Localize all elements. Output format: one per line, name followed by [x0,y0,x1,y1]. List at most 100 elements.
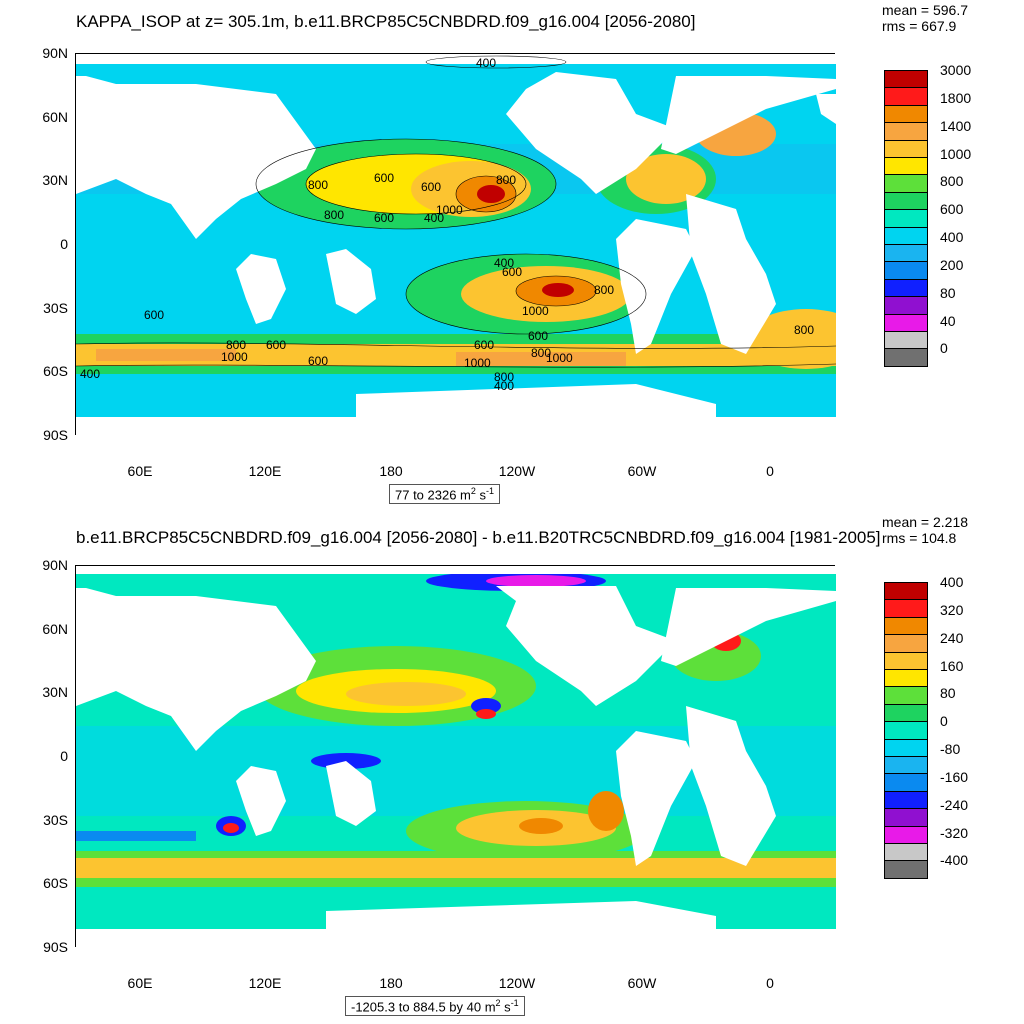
lon-label: 60E [127,463,153,479]
colorbar-label: 80 [940,284,956,301]
lon-label: 120E [248,975,282,991]
colorbar-swatch [884,790,928,810]
colorbar-swatch [884,686,928,705]
colorbar-swatch [884,174,928,193]
lat-label: 0 [60,748,68,764]
contour-label: 600 [308,354,328,368]
contour-label: 800 [594,283,614,297]
colorbar-swatch [884,244,928,263]
colorbar-label: 600 [940,201,964,218]
panel1-map: 400 800 600 600 800 800 600 400 1000 400… [75,53,836,436]
lon-label: 60W [627,975,657,991]
colorbar-swatch [884,296,928,315]
contour-label: 800 [494,370,514,384]
contour-label: 800 [324,208,344,222]
contour-label: 400 [494,256,514,270]
contour-label: 600 [528,329,548,343]
panel2-map-graphic [76,566,836,948]
lon-label: 60W [627,463,657,479]
lon-label: 60E [127,975,153,991]
contour-label: 800 [308,178,328,192]
panel2-range-label: -1205.3 to 884.5 by 40 m2 s-1 [345,996,525,1017]
colorbar-swatch [884,738,928,757]
contour-label: 400 [80,367,100,381]
lon-label: 120W [498,463,536,479]
colorbar-swatch [884,582,928,601]
colorbar-swatch [884,616,928,636]
contour-label: 1000 [221,350,248,364]
panel2-rms: rms = 104.8 [882,530,957,546]
contour-label: 1000 [522,304,549,318]
panel1-rms: rms = 667.9 [882,18,957,34]
colorbar-label: 0 [940,340,948,357]
colorbar-swatch [884,669,928,688]
contour-label: 800 [531,346,551,360]
contour-label: 600 [374,171,394,185]
colorbar-label: 400 [940,574,964,590]
colorbar-swatch [884,651,928,670]
lon-label: 0 [766,463,774,479]
colorbar-swatch [884,157,928,176]
colorbar-label: 1000 [940,145,972,162]
lat-label: 60N [42,621,68,637]
colorbar-swatch [884,860,928,879]
colorbar-swatch [884,843,928,862]
colorbar-label: 1800 [940,89,972,106]
panel1-stats: mean = 596.7 rms = 667.9 [882,2,968,34]
colorbar-label: -160 [940,768,969,785]
colorbar-swatch [884,808,928,827]
lat-label: 90N [42,557,68,573]
lon-label: 120W [498,975,536,991]
panel1-range-label: 77 to 2326 m2 s-1 [389,484,501,505]
colorbar-swatch [884,721,928,740]
contour-label: 600 [502,265,522,279]
contour-label: 600 [266,338,286,352]
colorbar-swatch [884,191,928,211]
colorbar-swatch [884,313,928,332]
contour-label: 1000 [464,356,491,370]
colorbar-swatch [884,773,928,792]
lat-label: 90S [43,427,68,443]
contour-label: 600 [144,308,164,322]
panel1-title: KAPPA_ISOP at z= 305.1m, b.e11.BRCP85C5C… [76,12,696,31]
lat-label: 60N [42,109,68,125]
lat-label: 30S [43,300,68,316]
colorbar-swatch [884,703,928,723]
lat-label: 0 [60,236,68,252]
colorbar-swatch [884,348,928,367]
colorbar-swatch [884,261,928,280]
colorbar-swatch [884,599,928,618]
colorbar-label: 240 [940,629,964,646]
contour-label: 800 [496,173,516,187]
colorbar-label: 0 [940,713,948,730]
lon-label: 180 [379,975,403,991]
colorbar-swatch [884,634,928,653]
contour-label: 800 [794,323,814,337]
colorbar-label: -400 [940,852,969,869]
colorbar-label: 80 [940,685,956,702]
colorbar-label: 3000 [940,62,972,78]
colorbar-swatch [884,139,928,158]
colorbar-label: 1400 [940,117,972,134]
lat-label: 60S [43,875,68,891]
colorbar-swatch [884,756,928,775]
colorbar-swatch [884,87,928,106]
lat-label: 30N [42,684,68,700]
panel2-title: b.e11.BRCP85C5CNBDRD.f09_g16.004 [2056-2… [76,528,881,547]
panel1-map-graphic: 400 800 600 600 800 800 600 400 1000 400… [76,54,836,436]
lon-label: 120E [248,463,282,479]
lat-label: 90S [43,939,68,955]
colorbar-label: -80 [940,741,961,758]
colorbar-swatch [884,278,928,298]
colorbar-swatch [884,226,928,245]
contour-label: 1000 [546,351,573,365]
colorbar-label: 200 [940,256,964,273]
colorbar-label: 800 [940,173,964,190]
colorbar-label: 160 [940,657,964,674]
colorbar-label: 40 [940,312,956,329]
lat-label: 60S [43,363,68,379]
contour-label: 600 [474,338,494,352]
colorbar-swatch [884,825,928,844]
lat-label: 30N [42,172,68,188]
contour-label: 400 [494,379,514,393]
